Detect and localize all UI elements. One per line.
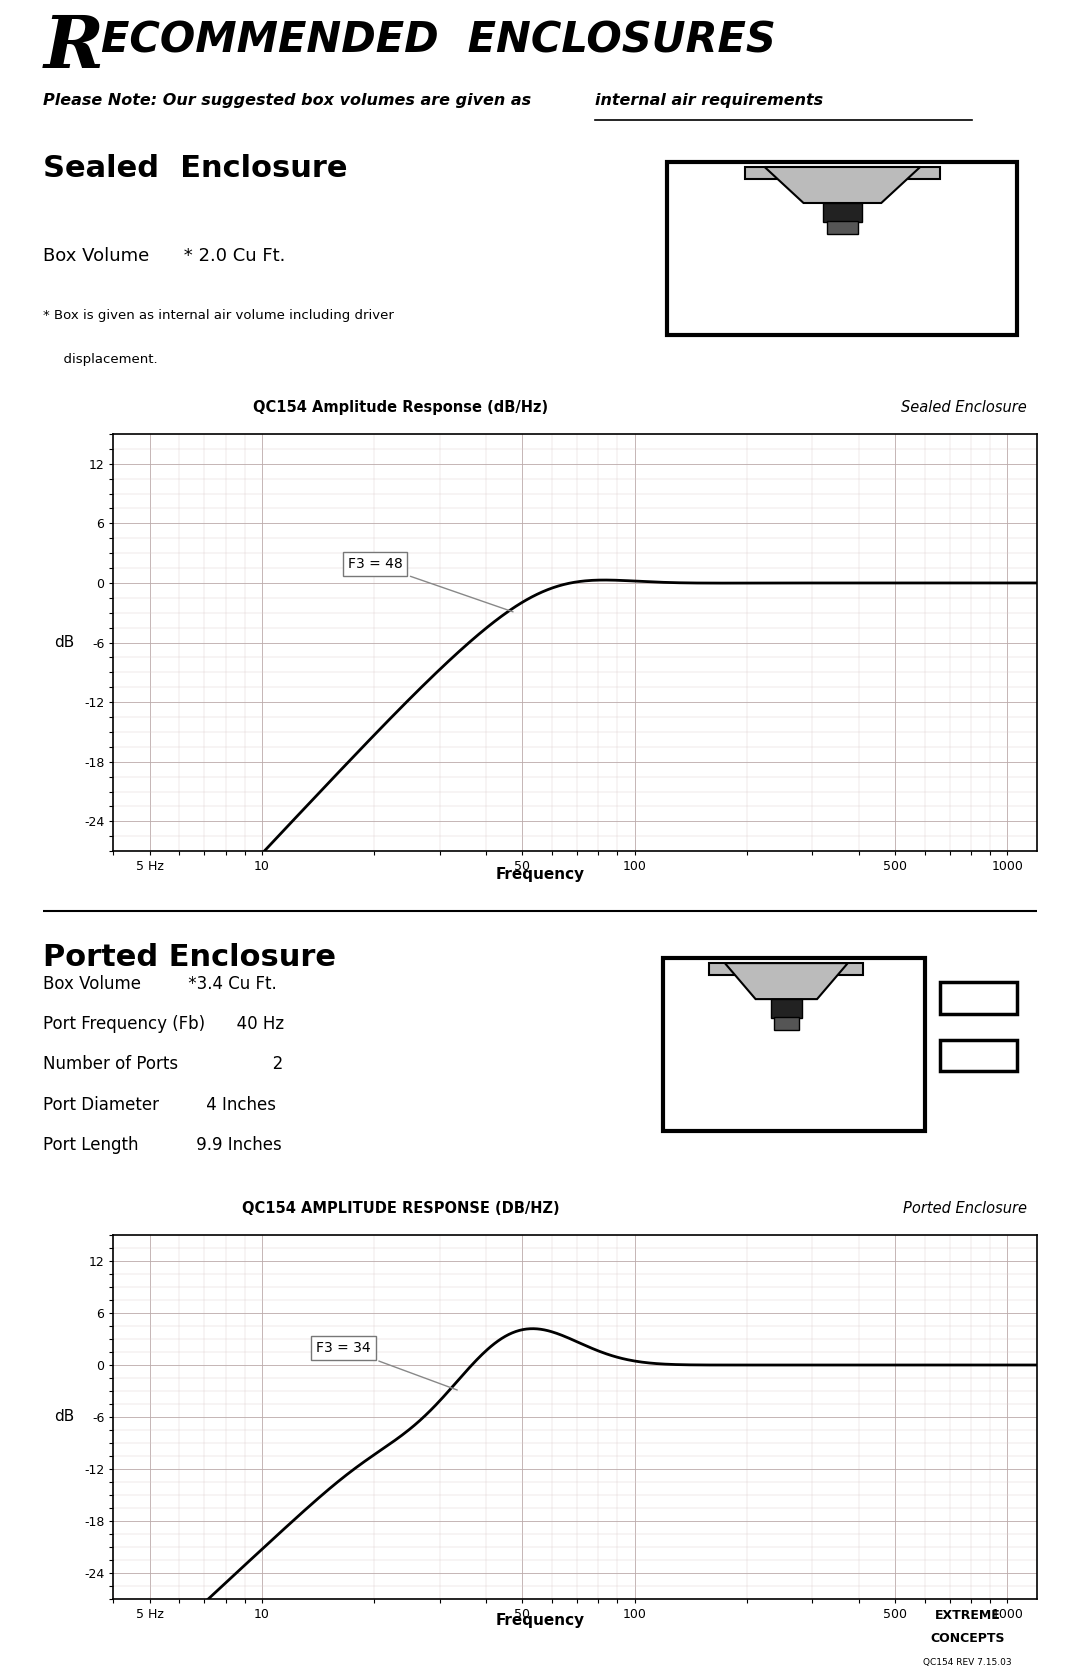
Text: Sealed Enclosure: Sealed Enclosure: [901, 401, 1027, 414]
Text: Please Note: Our suggested box volumes are given as: Please Note: Our suggested box volumes a…: [43, 93, 537, 108]
Text: F3 = 34: F3 = 34: [316, 1340, 457, 1390]
Text: displacement.: displacement.: [55, 352, 158, 366]
Bar: [827, 220, 858, 234]
Text: QC154 REV 7.15.03: QC154 REV 7.15.03: [923, 1657, 1012, 1667]
Bar: [771, 1000, 801, 1018]
Text: QC154 Amplitude Response (dB/Hz): QC154 Amplitude Response (dB/Hz): [254, 401, 549, 414]
Text: F3 = 48: F3 = 48: [348, 557, 513, 613]
Text: Sealed  Enclosure: Sealed Enclosure: [43, 154, 348, 184]
Bar: [745, 167, 940, 179]
Text: Frequency: Frequency: [496, 868, 584, 881]
Text: ECOMMENDED  ENCLOSURES: ECOMMENDED ENCLOSURES: [100, 20, 775, 62]
Bar: [774, 1016, 798, 1030]
Bar: [823, 204, 862, 222]
Text: Number of Ports                  2: Number of Ports 2: [43, 1055, 283, 1073]
Text: R: R: [43, 12, 104, 83]
Bar: [940, 1040, 1017, 1071]
Y-axis label: dB: dB: [54, 636, 75, 649]
Text: Ported Enclosure: Ported Enclosure: [903, 1202, 1027, 1215]
Y-axis label: dB: dB: [54, 1410, 75, 1424]
Text: Port Diameter         4 Inches: Port Diameter 4 Inches: [43, 1097, 276, 1113]
Text: Box Volume         *3.4 Cu Ft.: Box Volume *3.4 Cu Ft.: [43, 975, 276, 993]
Text: Port Length           9.9 Inches: Port Length 9.9 Inches: [43, 1137, 282, 1155]
Text: internal air requirements: internal air requirements: [595, 93, 823, 108]
Text: * Box is given as internal air volume including driver: * Box is given as internal air volume in…: [43, 309, 394, 322]
Text: Port Frequency (Fb)      40 Hz: Port Frequency (Fb) 40 Hz: [43, 1015, 284, 1033]
Polygon shape: [725, 963, 848, 1000]
Bar: [663, 958, 924, 1132]
Polygon shape: [765, 167, 920, 204]
Text: Ported Enclosure: Ported Enclosure: [43, 943, 336, 973]
Text: QC154 AMPLITUDE RESPONSE (DB/HZ): QC154 AMPLITUDE RESPONSE (DB/HZ): [242, 1202, 559, 1215]
Bar: [710, 963, 863, 975]
Bar: [940, 983, 1017, 1013]
Text: EXTREME: EXTREME: [935, 1609, 1000, 1622]
Text: CONCEPTS: CONCEPTS: [931, 1632, 1004, 1646]
Text: Frequency: Frequency: [496, 1614, 584, 1627]
Text: Box Volume      * 2.0 Cu Ft.: Box Volume * 2.0 Cu Ft.: [43, 247, 285, 265]
